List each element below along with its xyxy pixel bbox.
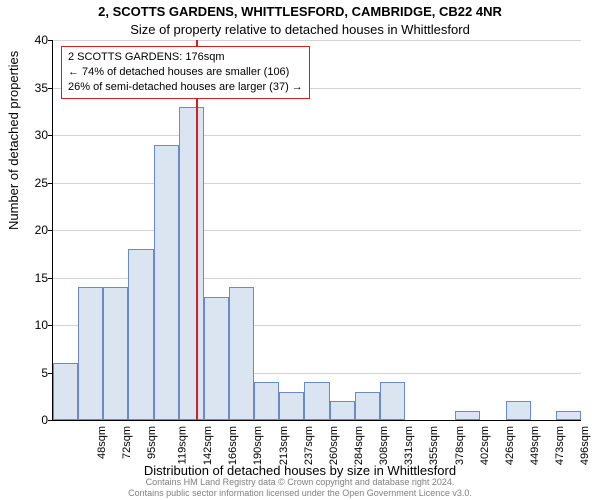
histogram-bar bbox=[179, 107, 204, 421]
annotation-line-1: 2 SCOTTS GARDENS: 176sqm bbox=[68, 50, 303, 65]
x-tick-label: 284sqm bbox=[353, 426, 365, 465]
y-tick-label: 30 bbox=[20, 128, 48, 142]
x-tick-label: 213sqm bbox=[278, 426, 290, 465]
grid-line bbox=[53, 135, 581, 136]
y-tick-mark bbox=[48, 278, 53, 279]
histogram-bar bbox=[78, 287, 103, 420]
histogram-bar bbox=[330, 401, 355, 420]
grid-line bbox=[53, 230, 581, 231]
grid-line bbox=[53, 40, 581, 41]
x-axis-label: Distribution of detached houses by size … bbox=[0, 463, 600, 478]
x-tick-label: 166sqm bbox=[227, 426, 239, 465]
x-tick-label: 119sqm bbox=[176, 426, 188, 464]
y-tick-mark bbox=[48, 135, 53, 136]
x-tick-label: 190sqm bbox=[253, 426, 265, 465]
grid-line bbox=[53, 183, 581, 184]
y-tick-label: 20 bbox=[20, 223, 48, 237]
x-tick-label: 355sqm bbox=[429, 426, 441, 465]
x-tick-label: 72sqm bbox=[121, 426, 133, 459]
y-tick-label: 40 bbox=[20, 33, 48, 47]
y-tick-mark bbox=[48, 420, 53, 421]
y-tick-label: 0 bbox=[20, 413, 48, 427]
chart-title-main: 2, SCOTTS GARDENS, WHITTLESFORD, CAMBRID… bbox=[0, 4, 600, 19]
y-tick-label: 25 bbox=[20, 176, 48, 190]
histogram-bar bbox=[103, 287, 128, 420]
footer-line-1: Contains HM Land Registry data © Crown c… bbox=[0, 477, 600, 487]
x-tick-label: 237sqm bbox=[303, 426, 315, 465]
x-tick-label: 426sqm bbox=[504, 426, 516, 465]
chart-container: 2, SCOTTS GARDENS, WHITTLESFORD, CAMBRID… bbox=[0, 0, 600, 500]
y-tick-label: 10 bbox=[20, 318, 48, 332]
histogram-bar bbox=[380, 382, 405, 420]
y-axis-label: Number of detached properties bbox=[6, 51, 21, 230]
histogram-bar bbox=[154, 145, 179, 421]
x-tick-label: 95sqm bbox=[146, 426, 158, 459]
x-tick-label: 473sqm bbox=[554, 426, 566, 465]
x-tick-label: 402sqm bbox=[479, 426, 491, 465]
histogram-bar bbox=[304, 382, 329, 420]
y-tick-label: 35 bbox=[20, 81, 48, 95]
histogram-bar bbox=[254, 382, 279, 420]
histogram-bar bbox=[556, 411, 581, 421]
y-tick-mark bbox=[48, 88, 53, 89]
footer-line-2: Contains public sector information licen… bbox=[0, 488, 600, 498]
histogram-bar bbox=[355, 392, 380, 421]
histogram-bar bbox=[506, 401, 531, 420]
histogram-bar bbox=[455, 411, 480, 421]
y-tick-mark bbox=[48, 40, 53, 41]
chart-title-sub: Size of property relative to detached ho… bbox=[0, 22, 600, 37]
plot-area: 2 SCOTTS GARDENS: 176sqm ← 74% of detach… bbox=[52, 40, 581, 421]
annotation-box: 2 SCOTTS GARDENS: 176sqm ← 74% of detach… bbox=[61, 46, 310, 99]
y-tick-label: 5 bbox=[20, 366, 48, 380]
y-tick-mark bbox=[48, 325, 53, 326]
histogram-bar bbox=[279, 392, 304, 421]
footer-text: Contains HM Land Registry data © Crown c… bbox=[0, 477, 600, 498]
histogram-bar bbox=[128, 249, 153, 420]
x-tick-label: 378sqm bbox=[454, 426, 466, 465]
annotation-line-2: ← 74% of detached houses are smaller (10… bbox=[68, 65, 303, 80]
y-tick-mark bbox=[48, 183, 53, 184]
x-tick-label: 48sqm bbox=[96, 426, 108, 459]
x-tick-label: 142sqm bbox=[202, 426, 214, 465]
annotation-line-3: 26% of semi-detached houses are larger (… bbox=[68, 80, 303, 95]
histogram-bar bbox=[229, 287, 254, 420]
x-tick-label: 260sqm bbox=[328, 426, 340, 465]
histogram-bar bbox=[204, 297, 229, 421]
x-tick-label: 449sqm bbox=[529, 426, 541, 465]
y-tick-label: 15 bbox=[20, 271, 48, 285]
x-tick-label: 496sqm bbox=[579, 426, 591, 465]
x-tick-label: 331sqm bbox=[403, 426, 415, 465]
histogram-bar bbox=[53, 363, 78, 420]
y-tick-mark bbox=[48, 230, 53, 231]
x-tick-label: 308sqm bbox=[378, 426, 390, 465]
